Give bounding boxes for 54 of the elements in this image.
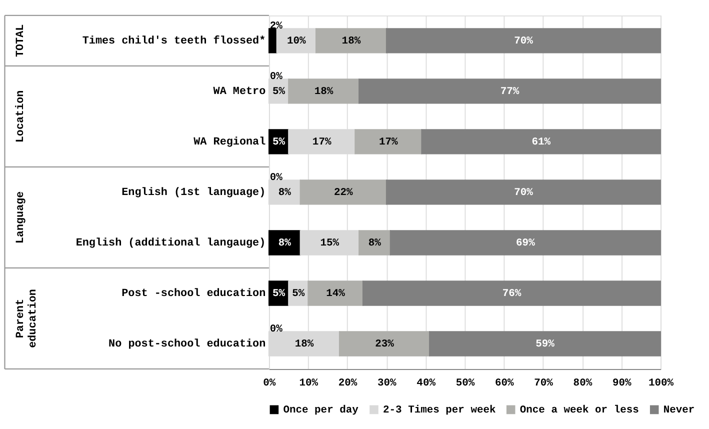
data-label: 8%: [368, 238, 382, 250]
text: Language: [14, 190, 27, 244]
data-label: 0%: [270, 70, 284, 83]
x-tick-label: 40%: [416, 378, 436, 390]
y-tick-label: English (1st language): [122, 187, 266, 200]
y-tick-label: WA Metro: [213, 86, 266, 98]
y-tick-label: Post -school education: [122, 288, 266, 300]
data-label: 8%: [278, 187, 292, 200]
data-label: 5%: [272, 86, 286, 98]
data-label: 14%: [326, 288, 346, 300]
data-label: 0%: [270, 172, 284, 184]
data-label: 5%: [272, 136, 286, 149]
text: Parent education: [14, 289, 40, 348]
y-tick-label: English (additional langauge): [76, 238, 266, 250]
data-label: 17%: [378, 136, 399, 149]
data-label: 10%: [286, 36, 306, 48]
y-tick-label: Times child's teeth flossed*: [82, 34, 266, 48]
x-tick-label: 60%: [494, 378, 515, 390]
data-label: 69%: [516, 238, 536, 250]
data-label: 23%: [375, 338, 395, 351]
data-label: 8%: [278, 238, 292, 250]
x-tick-label: 0%: [263, 378, 276, 390]
x-tick-label: 80%: [573, 378, 593, 390]
data-label: 22%: [334, 187, 354, 200]
data-label: 15%: [320, 238, 340, 250]
x-tick-label: 70%: [534, 378, 554, 390]
data-label: 70%: [514, 36, 534, 48]
y-tick-label: WA Regional: [194, 136, 266, 149]
data-label: 0%: [270, 323, 284, 336]
data-label: 61%: [532, 136, 552, 149]
data-label: 2%: [270, 20, 284, 32]
text: TOTAL: [14, 24, 27, 58]
legend-label: 2-3 Times per week: [383, 404, 496, 417]
x-tick-label: 20%: [338, 378, 358, 390]
data-label: 77%: [500, 86, 520, 98]
data-label: 76%: [502, 288, 522, 300]
text: Location: [14, 90, 27, 143]
data-label: 18%: [314, 86, 334, 98]
data-label: 18%: [342, 36, 362, 48]
y-tick-label: No post-school education: [108, 338, 266, 351]
x-tick-label: 50%: [456, 378, 476, 390]
x-tick-label: 30%: [378, 378, 398, 390]
x-tick-label: 100%: [648, 378, 674, 390]
legend-label: Once a week or less: [520, 404, 639, 417]
data-label: 5%: [292, 288, 306, 300]
data-label: 18%: [294, 338, 314, 351]
legend-label: Once per day: [283, 404, 360, 417]
data-label: 70%: [514, 187, 534, 200]
legend-label: Never: [663, 404, 695, 417]
data-label: 5%: [272, 288, 286, 300]
x-tick-label: 90%: [612, 378, 632, 390]
data-label: 17%: [312, 136, 332, 149]
x-tick-label: 10%: [299, 378, 319, 390]
data-label: 59%: [536, 338, 556, 351]
